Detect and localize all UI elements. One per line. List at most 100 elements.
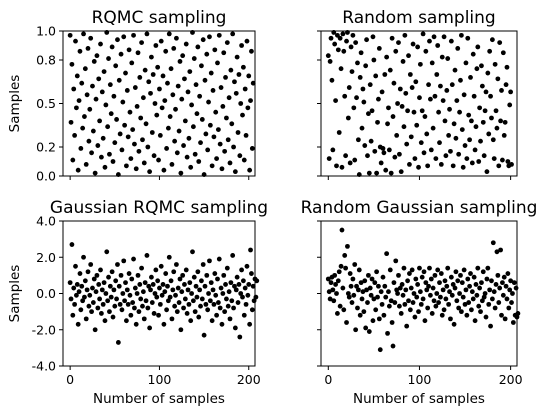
data-point — [457, 109, 462, 115]
data-point — [140, 303, 145, 309]
data-point — [369, 108, 375, 114]
y-tick-label: 1.0 — [36, 24, 56, 39]
data-point — [199, 117, 205, 122]
data-point — [348, 283, 354, 289]
data-point — [112, 140, 118, 146]
data-point — [136, 309, 142, 315]
data-point — [244, 263, 250, 269]
data-point — [500, 292, 506, 298]
data-point — [381, 150, 387, 156]
data-point — [392, 300, 398, 305]
data-point — [185, 287, 191, 293]
data-point — [498, 247, 503, 253]
data-point — [442, 118, 448, 124]
y-axis-label: Samples — [7, 75, 23, 133]
data-point — [479, 63, 484, 69]
data-point — [153, 43, 159, 48]
data-point — [158, 263, 164, 269]
data-point — [406, 53, 411, 59]
data-point — [117, 301, 123, 307]
data-point — [483, 89, 489, 95]
data-point — [420, 296, 426, 302]
data-point — [376, 316, 382, 322]
data-point — [104, 249, 110, 255]
data-point — [341, 307, 347, 313]
data-point — [480, 119, 486, 125]
data-point — [226, 95, 232, 101]
data-point — [507, 287, 513, 293]
subplot-random-sampling: Random sampling — [317, 8, 518, 180]
data-point — [473, 282, 479, 287]
data-point — [69, 242, 75, 247]
data-point — [140, 95, 146, 101]
data-point — [453, 269, 459, 275]
data-point — [463, 287, 469, 293]
data-point — [510, 320, 516, 325]
data-point — [457, 291, 462, 296]
data-point — [377, 347, 383, 353]
data-point — [458, 32, 464, 38]
data-point — [181, 305, 186, 311]
data-point — [370, 318, 376, 324]
data-point — [459, 280, 465, 286]
data-point — [121, 34, 127, 40]
data-point — [468, 271, 473, 276]
data-point — [202, 77, 208, 83]
data-point — [418, 140, 424, 146]
data-point — [465, 35, 471, 41]
data-point — [358, 50, 364, 56]
data-point — [332, 272, 338, 278]
data-point — [210, 287, 216, 293]
data-point — [436, 300, 441, 305]
data-point — [330, 147, 336, 153]
data-point — [500, 280, 505, 286]
data-point — [181, 143, 186, 148]
data-point — [434, 72, 440, 77]
data-point — [249, 271, 254, 276]
data-point — [419, 274, 425, 280]
scatter-points — [325, 30, 514, 177]
data-point — [339, 164, 345, 170]
data-point — [165, 80, 170, 86]
y-tick-label: -4.0 — [32, 359, 56, 374]
data-point — [190, 249, 195, 255]
data-point — [425, 163, 431, 169]
data-point — [83, 162, 89, 167]
data-point — [458, 77, 463, 83]
data-point — [325, 276, 331, 282]
data-point — [116, 283, 122, 289]
data-point — [460, 294, 466, 300]
data-point — [376, 46, 382, 51]
data-point — [163, 48, 169, 54]
data-point — [505, 271, 511, 276]
data-point — [485, 265, 491, 271]
data-point — [91, 59, 97, 64]
data-point — [70, 312, 76, 318]
data-point — [90, 128, 96, 134]
data-point — [98, 41, 103, 47]
y-tick-label: -2.0 — [32, 322, 56, 337]
data-point — [494, 249, 500, 255]
data-point — [140, 289, 146, 295]
data-point — [326, 156, 332, 162]
data-point — [150, 72, 156, 77]
data-point — [416, 309, 421, 315]
data-point — [503, 283, 509, 289]
data-point — [155, 278, 161, 284]
data-point — [111, 287, 117, 293]
data-point — [235, 300, 241, 305]
data-point — [440, 287, 446, 293]
data-point — [440, 98, 446, 103]
data-point — [79, 283, 85, 289]
data-point — [149, 274, 154, 280]
data-point — [150, 282, 156, 287]
data-point — [496, 300, 502, 305]
data-point — [209, 163, 215, 169]
data-point — [120, 99, 126, 105]
chart-title: Random Gaussian sampling — [301, 198, 538, 218]
data-point — [122, 298, 128, 304]
data-point — [504, 64, 510, 70]
data-point — [103, 102, 109, 108]
data-point — [107, 82, 113, 88]
data-point — [505, 159, 511, 164]
